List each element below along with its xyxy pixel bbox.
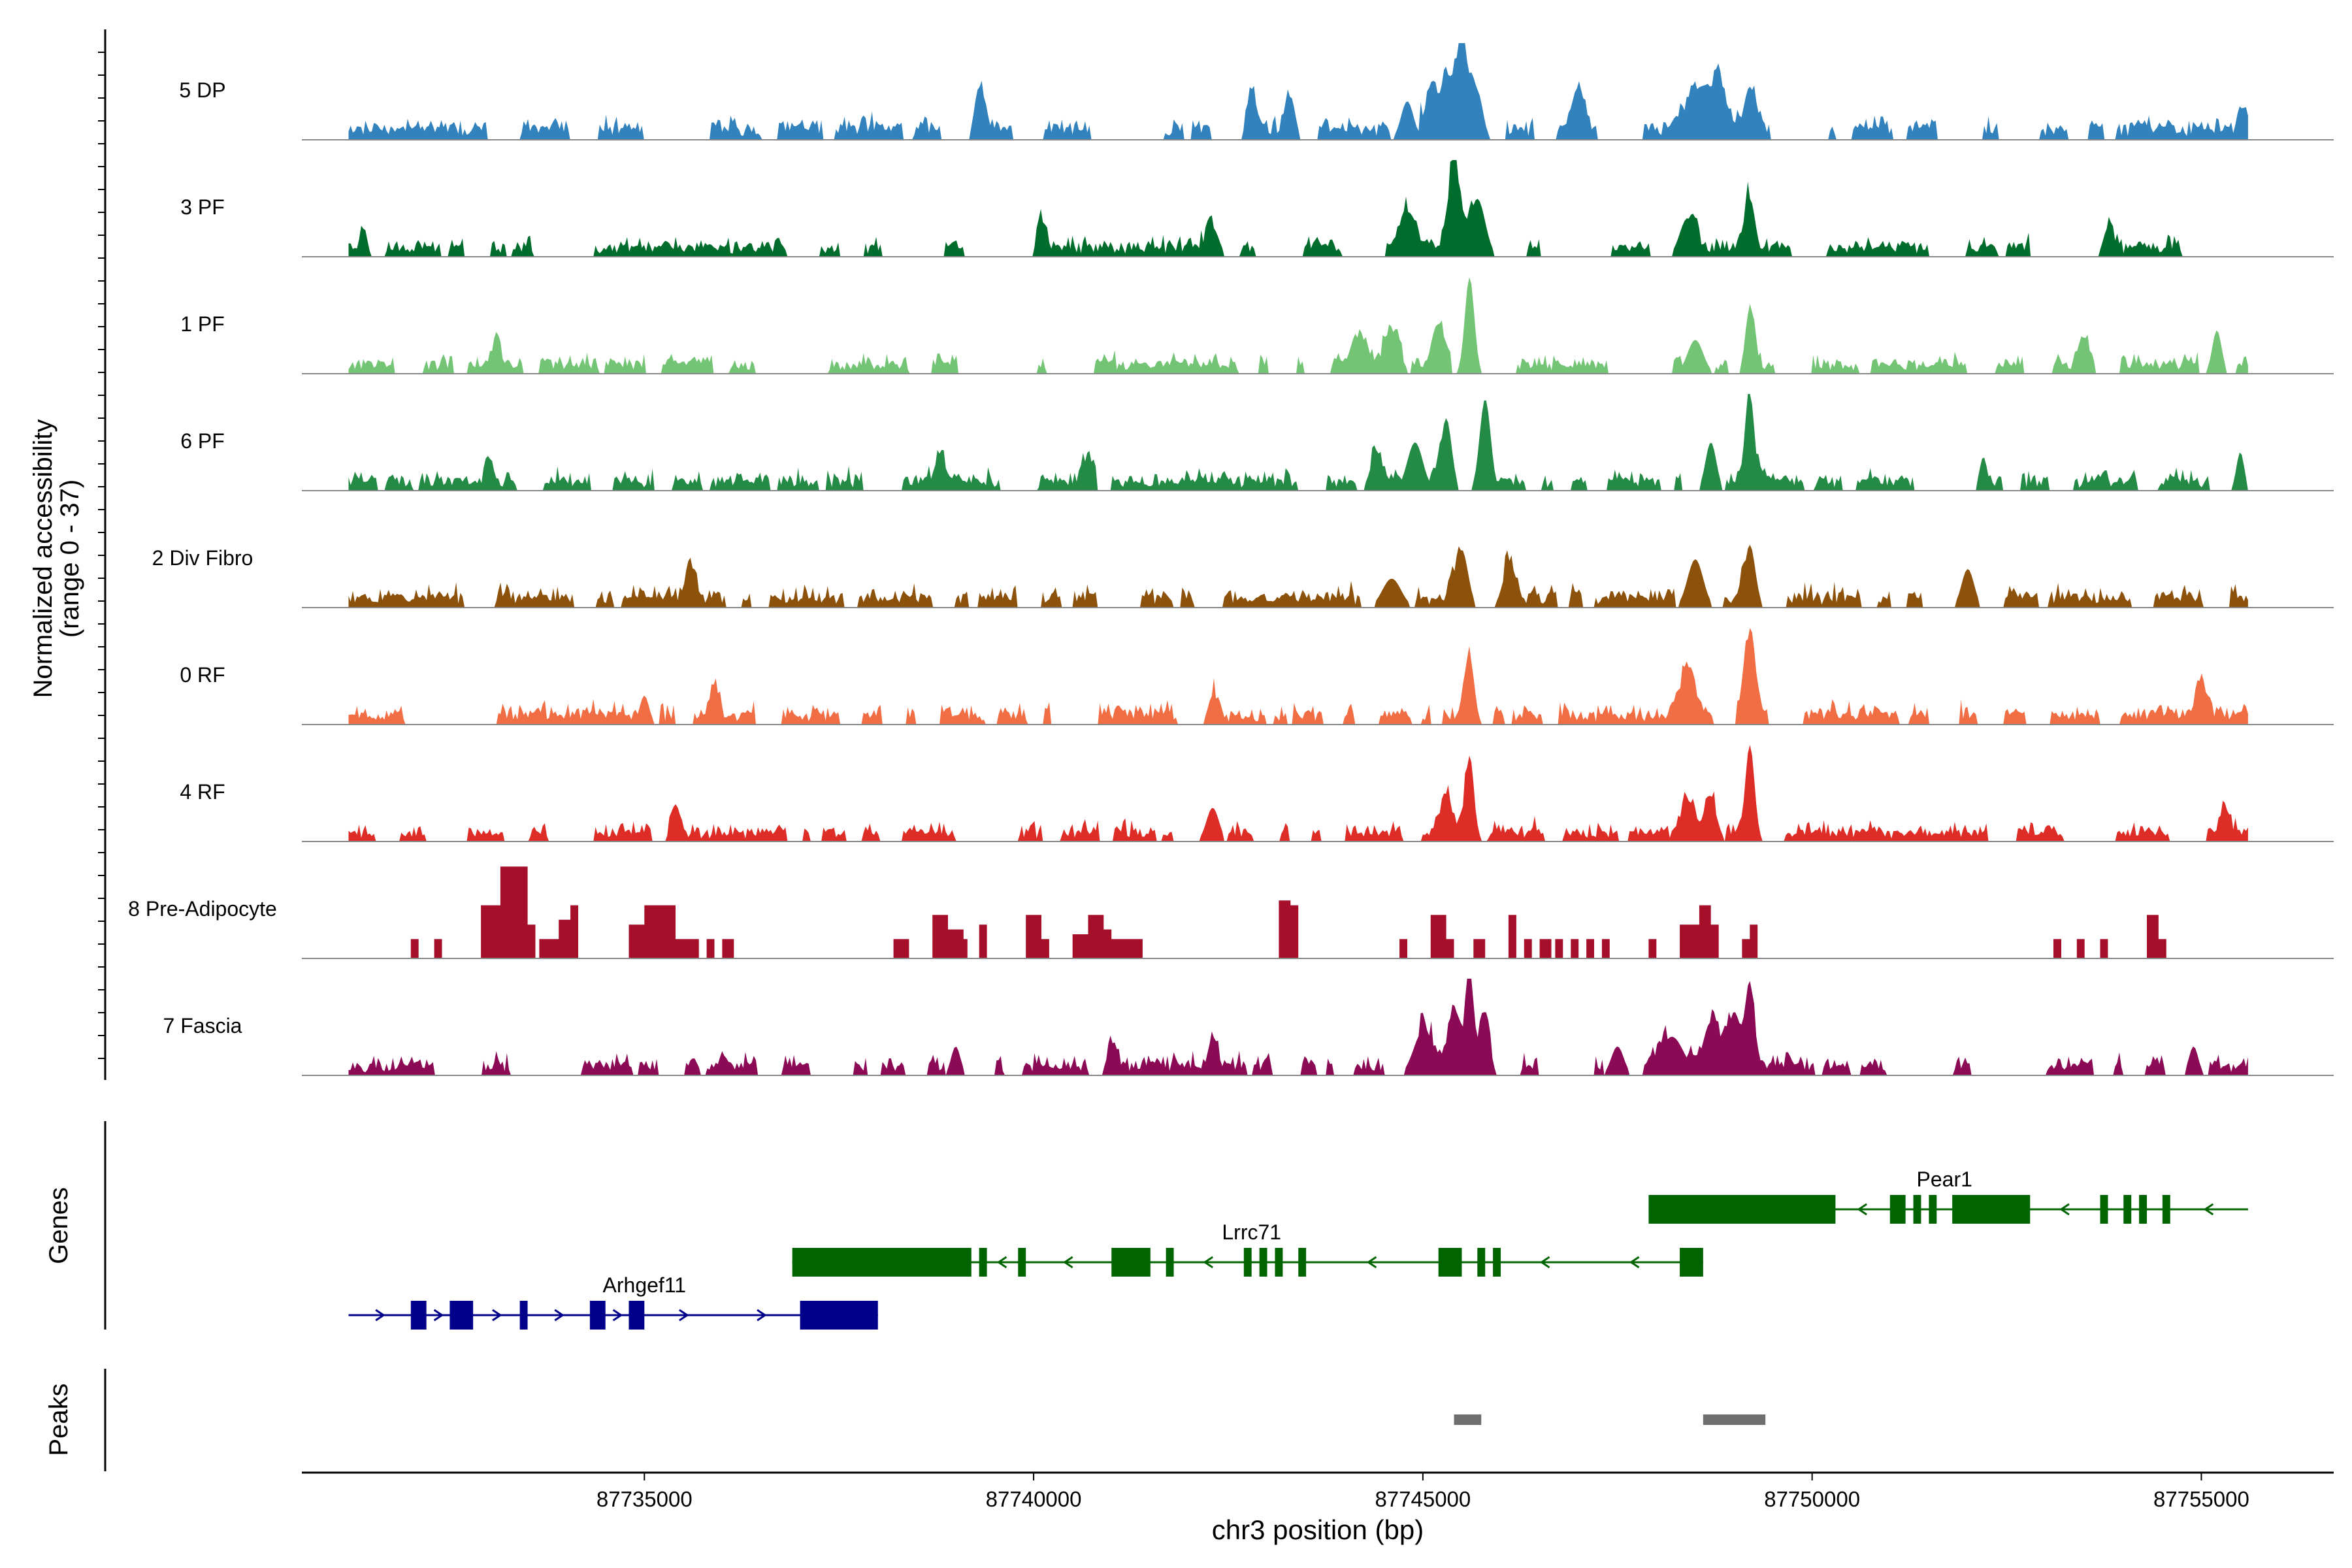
- genes-panel-label: Genes: [44, 1187, 73, 1264]
- track-5-dp: 5 DP: [179, 43, 2334, 140]
- coverage-area: [348, 745, 2248, 841]
- strand-arrow: [433, 1309, 444, 1322]
- track-label: 4 RF: [180, 780, 225, 804]
- accessibility-y-axis: [98, 29, 106, 1080]
- coverage-area: [348, 394, 2248, 491]
- x-axis: 87735000 87740000 87745000 87750000 87755000: [302, 1471, 2334, 1511]
- gene-exon: [1680, 1248, 1703, 1277]
- gene-exon: [2100, 1195, 2108, 1224]
- strand-arrow: [1062, 1256, 1073, 1269]
- gene-exon: [2139, 1195, 2148, 1224]
- gene-utr-block: [792, 1248, 972, 1277]
- gene-exon: [1298, 1248, 1307, 1277]
- peaks-panel: Peaks: [44, 1369, 1766, 1471]
- coverage-area: [348, 160, 2248, 257]
- track-label: 8 Pre-Adipocyte: [128, 897, 277, 921]
- gene-exon: [519, 1301, 528, 1330]
- track-6-pf: 6 PF: [180, 394, 2334, 491]
- gene-pear1: Pear1: [1648, 1168, 2248, 1224]
- gene-lrrc71: Lrrc71: [792, 1220, 1703, 1277]
- gene-exon: [1275, 1248, 1283, 1277]
- gene-exon: [1018, 1248, 1026, 1277]
- peaks-panel-label: Peaks: [44, 1383, 73, 1456]
- gene-name-label: Pear1: [1917, 1168, 1972, 1191]
- gene-exon: [1259, 1248, 1267, 1277]
- coverage-tracks: 5 DP 3 PF 1 PF 6 PF 2 Div Fibro 0 RF 4 RF 8 Pre…: [128, 43, 2334, 1076]
- strand-arrow: [1857, 1203, 1867, 1216]
- track-label: 0 RF: [180, 663, 225, 687]
- gene-exon: [410, 1301, 427, 1330]
- track-3-pf: 3 PF: [180, 160, 2334, 257]
- track-label: 3 PF: [180, 195, 225, 219]
- strand-arrow: [757, 1309, 767, 1322]
- gene-annotation-panel: Genes Pear1 Lrrc71 Arhgef11: [44, 1121, 2248, 1330]
- strand-arrow: [554, 1309, 564, 1322]
- gene-exon: [1111, 1248, 1151, 1277]
- gene-exon: [1166, 1248, 1174, 1277]
- coverage-area: [348, 277, 2248, 374]
- gene-exon: [1493, 1248, 1501, 1277]
- gene-exon: [1889, 1195, 1906, 1224]
- strand-arrow: [2059, 1203, 2070, 1216]
- strand-arrow: [1629, 1256, 1640, 1269]
- gene-exon: [1438, 1248, 1462, 1277]
- gene-utr-block: [1648, 1195, 1836, 1224]
- gene-exon: [979, 1248, 987, 1277]
- y-axis-label-line2: (range 0 - 37): [56, 480, 84, 638]
- x-tick-label: 87755000: [2153, 1487, 2249, 1511]
- strand-arrow: [1366, 1256, 1377, 1269]
- gene-exon: [449, 1301, 474, 1330]
- peak-region: [1454, 1414, 1482, 1425]
- x-tick-label: 87745000: [1375, 1487, 1471, 1511]
- gene-exon: [1913, 1195, 1921, 1224]
- track-label: 2 Div Fibro: [152, 546, 253, 570]
- strand-arrow: [996, 1256, 1007, 1269]
- strand-arrow: [2203, 1203, 2214, 1216]
- strand-arrow: [492, 1309, 502, 1322]
- strand-arrow: [1539, 1256, 1550, 1269]
- track-label: 5 DP: [179, 78, 225, 102]
- gene-arhgef11: Arhgef11: [348, 1273, 878, 1330]
- gene-exon: [1243, 1248, 1252, 1277]
- track-0-rf: 0 RF: [180, 628, 2334, 725]
- track-1-pf: 1 PF: [180, 277, 2334, 374]
- y-axis-label-line1: Normalized accessibility: [29, 419, 57, 698]
- x-axis-label: chr3 position (bp): [1212, 1514, 1424, 1545]
- track-7-fascia: 7 Fascia: [163, 979, 2334, 1076]
- x-tick-label: 87750000: [1764, 1487, 1860, 1511]
- track-label: 6 PF: [180, 429, 225, 453]
- strand-arrow: [612, 1309, 623, 1322]
- coverage-area: [348, 544, 2248, 608]
- gene-name-label: Arhgef11: [603, 1273, 687, 1297]
- x-tick-label: 87740000: [986, 1487, 1082, 1511]
- gene-exon: [589, 1301, 606, 1330]
- strand-arrow: [679, 1309, 689, 1322]
- strand-arrow: [1203, 1256, 1214, 1269]
- peak-region: [1703, 1414, 1766, 1425]
- gene-exon: [800, 1301, 878, 1330]
- gene-exon: [1477, 1248, 1486, 1277]
- track-label: 7 Fascia: [163, 1014, 242, 1037]
- coverage-area: [348, 979, 2248, 1075]
- gene-exon: [2162, 1195, 2170, 1224]
- track-label: 1 PF: [180, 312, 225, 336]
- gene-exon: [2123, 1195, 2132, 1224]
- track-8-pre-adipocyte: 8 Pre-Adipocyte: [128, 866, 2334, 959]
- gene-name-label: Lrrc71: [1222, 1220, 1281, 1244]
- gene-exon: [1929, 1195, 1937, 1224]
- track-4-rf: 4 RF: [180, 745, 2334, 842]
- x-tick-label: 87735000: [596, 1487, 693, 1511]
- coverage-area: [348, 628, 2248, 725]
- coverage-area: [410, 866, 2166, 958]
- gene-exon: [629, 1301, 645, 1330]
- track-2-div-fibro: 2 Div Fibro: [152, 544, 2334, 608]
- strand-arrow: [375, 1309, 385, 1322]
- coverage-area: [348, 43, 2248, 140]
- gene-exon: [1952, 1195, 2031, 1224]
